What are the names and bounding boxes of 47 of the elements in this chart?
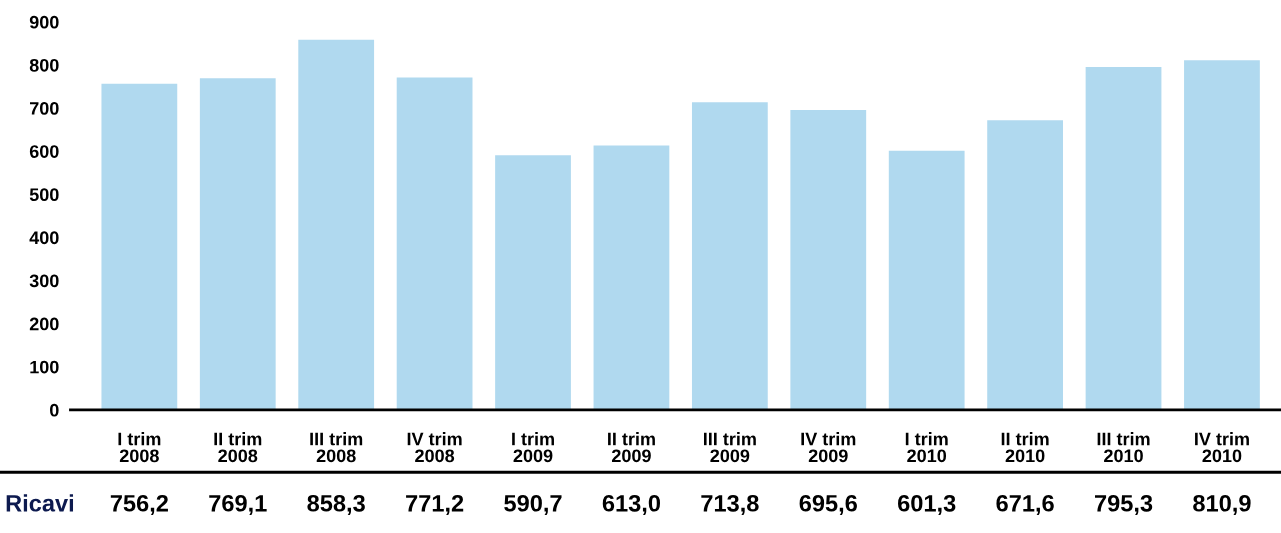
text: Ricavi [6,494,74,512]
bar [691,102,768,410]
bar [1085,66,1162,410]
y-tick-label: 500 [29,188,59,202]
x-tick-label: I trim 2009 [512,432,554,463]
data-label: 613,0 [602,494,661,516]
bar [298,39,375,410]
bar [790,109,867,410]
y-tick-label: 700 [30,102,59,115]
bar [593,145,670,410]
bar [987,120,1063,410]
bar [495,155,571,410]
x-tick-label: I trim 2010 [905,432,948,463]
x-tick-label: II trim 2010 [1001,432,1049,463]
y-tick-label: 300 [29,274,59,288]
x-tick-label: II trim 2008 [214,432,262,463]
bar [1184,60,1260,410]
bar [396,77,473,410]
x-tick-label: III trim 2008 [310,432,363,463]
data-label: 795,3 [1095,494,1153,516]
y-tick-label: 800 [29,58,59,72]
y-tick-label: 200 [29,317,59,331]
data-label: 695,6 [799,494,857,516]
bar [101,83,178,410]
data-label: 590,7 [504,494,562,516]
x-tick-label: III trim 2009 [703,432,756,463]
x-tick-label: IV trim 2009 [801,432,856,463]
y-tick-label: 100 [30,360,59,374]
data-label: 601,3 [898,494,956,516]
data-label: 671,6 [996,494,1054,516]
x-tick-label: III trim 2010 [1097,432,1150,463]
data-label: 810,9 [1193,494,1251,516]
data-label: 769,1 [209,494,267,516]
bar [199,78,276,410]
x-tick-label: II trim 2009 [608,432,655,463]
data-label: 858,3 [307,494,365,516]
y-tick-label: 400 [29,231,59,245]
x-tick-label: IV trim 2010 [1195,432,1249,463]
y-tick-label: 0 [50,403,59,417]
bar [888,150,965,410]
y-tick-label: 600 [29,145,59,158]
data-label: 771,2 [406,494,464,516]
x-tick-label: IV trim 2008 [407,432,462,463]
data-label: 756,2 [110,494,168,516]
x-tick-label: I trim 2008 [118,432,161,463]
y-tick-label: 900 [29,15,59,29]
data-label: 713,8 [701,494,759,516]
